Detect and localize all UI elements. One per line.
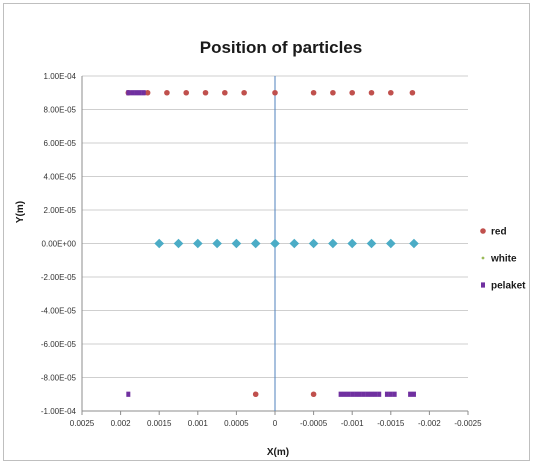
data-point — [272, 89, 278, 96]
x-tick-label: -0.001 — [341, 419, 364, 428]
legend-marker — [480, 228, 486, 234]
x-tick-labels: 0.0025 0.002 0.0015 0.001 0.0005 0 -0.0005 -0.0… — [70, 419, 482, 428]
data-point — [212, 238, 222, 249]
data-point — [270, 238, 280, 249]
y-tick-label: -8.00E-05 — [41, 374, 77, 383]
y-tick-label: 6.00E-05 — [44, 139, 77, 148]
data-point — [392, 391, 397, 397]
data-point — [369, 391, 374, 397]
data-point — [347, 238, 357, 249]
y-tick-label: -6.00E-05 — [41, 340, 77, 349]
data-point — [377, 391, 382, 397]
data-point — [126, 90, 131, 96]
x-tick-label: -0.0025 — [454, 419, 482, 428]
y-tick-label: -2.00E-05 — [41, 273, 77, 282]
data-point — [365, 391, 370, 397]
data-point — [409, 238, 419, 249]
data-point — [310, 89, 317, 96]
data-point — [202, 89, 209, 96]
data-point — [354, 391, 359, 397]
data-point — [328, 238, 338, 249]
y-tick-label: 8.00E-05 — [44, 106, 77, 115]
data-point — [241, 89, 247, 96]
data-point — [366, 238, 377, 249]
data-point — [373, 391, 378, 397]
data-point — [222, 89, 228, 96]
legend-item-pelaket: pelaket — [481, 281, 526, 292]
x-tick-label: -0.0005 — [300, 419, 328, 428]
legend-item-red: red — [480, 227, 507, 238]
data-point — [388, 391, 393, 397]
legend-item-white: white — [481, 254, 517, 265]
data-point — [361, 391, 366, 397]
x-tick-label: 0 — [273, 419, 278, 428]
data-point — [154, 238, 164, 249]
data-point — [350, 391, 355, 397]
legend: red white pelaket — [480, 227, 526, 292]
data-point — [231, 238, 242, 249]
data-point — [134, 90, 139, 96]
chart-frame — [3, 3, 530, 461]
data-point — [173, 238, 184, 249]
series-unnamed-3 — [154, 238, 419, 249]
data-point — [411, 391, 416, 397]
data-point — [308, 238, 319, 249]
x-tick-label: 0.0015 — [147, 419, 172, 428]
y-tick-label: 0.00E+00 — [42, 240, 77, 249]
y-axis-label: Y(m) — [15, 201, 26, 223]
y-tick-label: 2.00E-05 — [44, 206, 77, 215]
x-tick-label: 0.002 — [111, 419, 132, 428]
data-point — [126, 391, 131, 397]
data-point — [141, 90, 146, 96]
data-point — [193, 238, 203, 249]
data-point — [330, 89, 336, 96]
data-point — [342, 391, 347, 397]
data-point — [388, 89, 394, 96]
x-tick-label: 0.0025 — [70, 419, 95, 428]
data-point — [357, 391, 362, 397]
chart-title: Position of particles — [200, 38, 362, 57]
legend-marker — [481, 256, 485, 260]
legend-label: white — [490, 254, 517, 265]
x-tick-label: -0.002 — [418, 419, 441, 428]
data-point — [183, 89, 190, 96]
x-tick-label: 0.001 — [188, 419, 209, 428]
data-points — [125, 89, 419, 398]
data-point — [408, 391, 413, 397]
data-point — [368, 89, 375, 96]
data-point — [338, 391, 343, 397]
data-point — [289, 238, 300, 249]
data-point — [386, 238, 396, 249]
series-pelaket — [126, 90, 416, 397]
data-point — [164, 89, 170, 96]
legend-label: red — [491, 227, 507, 238]
data-point — [346, 391, 351, 397]
data-point — [409, 89, 416, 96]
y-tick-label: -4.00E-05 — [41, 307, 77, 316]
y-tick-label: -1.00E-04 — [41, 407, 77, 416]
y-tick-labels: 1.00E-04 8.00E-05 6.00E-05 4.00E-05 2.00E-05… — [41, 72, 77, 416]
data-point — [137, 90, 142, 96]
legend-marker — [481, 282, 485, 288]
x-tick-label: 0.0005 — [224, 419, 249, 428]
data-point — [250, 238, 261, 249]
data-point — [252, 391, 259, 398]
data-point — [144, 89, 151, 96]
data-point — [349, 89, 356, 96]
x-tick-label: -0.0015 — [377, 419, 405, 428]
y-tick-label: 4.00E-05 — [44, 173, 77, 182]
data-point — [130, 90, 135, 96]
data-point — [384, 391, 389, 397]
data-point — [310, 391, 317, 398]
x-axis-label: X(m) — [267, 447, 289, 458]
y-tick-label: 1.00E-04 — [44, 72, 77, 81]
legend-label: pelaket — [491, 281, 526, 292]
